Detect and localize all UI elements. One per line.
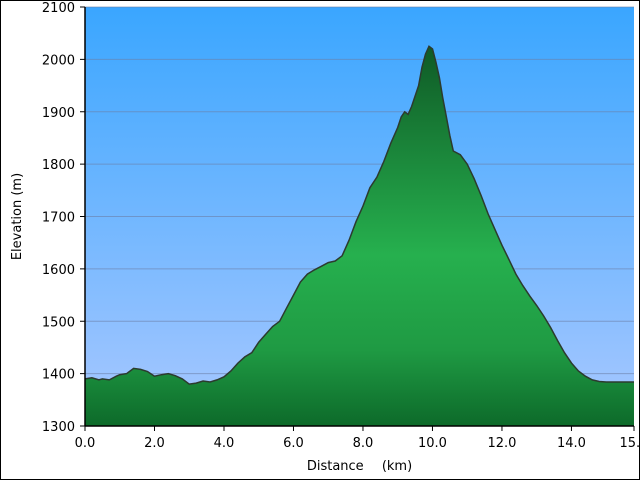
x-axis-unit: (km) [382, 459, 412, 474]
y-tick-label: 1500 [42, 315, 75, 330]
y-tick-label: 1800 [42, 158, 75, 173]
y-tick-label: 1300 [42, 420, 75, 435]
x-axis-ticks: 0.0 2.0 4.0 6.0 8.0 10.0 12.0 14.0 15.8 [75, 426, 639, 451]
x-tick-label: 15.8 [620, 436, 639, 451]
x-tick-label: 0.0 [75, 436, 96, 451]
y-axis-title: Elevation (m) [10, 173, 25, 260]
y-tick-label: 1700 [42, 211, 75, 226]
x-tick-label: 4.0 [214, 436, 235, 451]
y-tick-label: 1400 [42, 368, 75, 383]
elevation-area [84, 45, 634, 427]
y-tick-label: 2100 [42, 1, 75, 16]
x-axis-title: Distance (km) [307, 459, 412, 474]
y-tick-label: 1900 [42, 106, 75, 121]
y-tick-label: 2000 [42, 53, 75, 68]
elevation-line [84, 45, 634, 385]
y-tick-label: 1600 [42, 263, 75, 278]
x-tick-label: 2.0 [144, 436, 165, 451]
x-axis-label: Distance [307, 459, 364, 474]
elevation-fill [85, 46, 634, 427]
x-tick-label: 12.0 [487, 436, 516, 451]
x-tick-label: 8.0 [353, 436, 374, 451]
x-tick-label: 14.0 [557, 436, 586, 451]
x-tick-label: 6.0 [283, 436, 304, 451]
x-tick-label: 10.0 [418, 436, 447, 451]
y-axis-ticks: 1300 1400 1500 1600 1700 1800 1900 2000 2100 [42, 1, 85, 435]
